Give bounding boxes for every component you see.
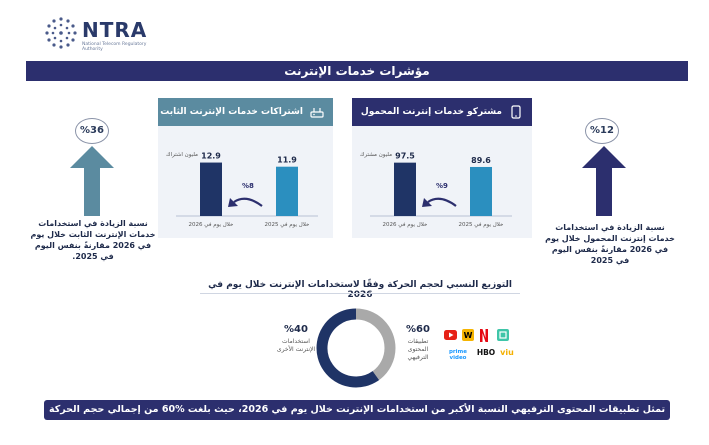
fixed-internet-panel-header: اشتراكات خدمات الإنترنت الثابت <box>158 98 333 126</box>
ntra-logo: NTRA National Telecom Regulatory Authori… <box>44 16 154 56</box>
footer-text: تمثل تطبيقات المحتوى الترفيهي النسبة الأ… <box>48 404 666 415</box>
youtube-icon <box>444 330 457 340</box>
mobile-increase-text: نسبة الزيادة في استخدامات خدمات إنترنت ا… <box>545 223 675 265</box>
mobile-bar-0 <box>394 162 416 216</box>
hbo-logo: HBO <box>476 348 496 357</box>
fixed-bar-value-1: 11.9 <box>277 156 297 165</box>
mobile-bar-value-1: 89.6 <box>471 156 491 165</box>
prime-video-logo: prime video <box>449 349 467 361</box>
logo-dots-icon <box>45 17 77 49</box>
viu-logo: viu <box>500 348 514 357</box>
shahid-icon <box>497 329 509 341</box>
svg-text:W: W <box>464 331 473 340</box>
mobile-internet-bar-chart: مليون مشترك 97.5 خلال يوم في 2026 89.6 خلال … <box>360 152 512 228</box>
mobile-change-label: %9 <box>436 182 448 190</box>
fixed-change-arrow-icon <box>233 197 263 207</box>
mobile-change-arrowhead-icon <box>422 198 432 207</box>
fixed-unit-label: مليون اشتراك <box>166 152 198 158</box>
distribution-divider <box>200 293 520 294</box>
fixed-bar-1 <box>276 166 298 216</box>
mobile-unit-label: مليون مشترك <box>360 152 392 158</box>
logo-subtitle: National Telecom Regulatory Authority <box>82 42 147 52</box>
title-band <box>26 61 688 81</box>
mobile-change-arrow-icon <box>427 197 457 207</box>
up-arrow-right-icon <box>582 146 626 216</box>
traffic-distribution-donut <box>316 308 396 388</box>
mobile-bar-value-0: 97.5 <box>395 152 415 161</box>
donut-label-60-text: تطبيقات المحتوى الترفيهي <box>407 338 429 361</box>
mobile-phone-icon <box>511 105 521 119</box>
donut-label-60-value: %60 <box>406 324 430 335</box>
watchit-icon: W <box>462 329 474 341</box>
router-icon <box>310 108 324 118</box>
fixed-category-0: خلال يوم في 2026 <box>189 222 234 228</box>
logo-title: NTRA <box>82 18 148 42</box>
mobile-bar-1 <box>470 166 492 216</box>
fixed-increase-text: نسبة الزيادة في استخدامات خدمات الإنترنت… <box>30 219 156 261</box>
fixed-increase-badge: %36 <box>75 118 109 144</box>
footer-band <box>44 400 670 420</box>
fixed-category-1: خلال يوم في 2025 <box>265 222 310 228</box>
fixed-change-label: %8 <box>242 182 254 190</box>
fixed-internet-panel-title: اشتراكات خدمات الإنترنت الثابت <box>160 107 303 117</box>
fixed-internet-bar-chart: مليون اشتراك 12.9 خلال يوم في 2026 11.9 خلال… <box>166 152 318 228</box>
mobile-category-1: خلال يوم في 2025 <box>459 222 504 228</box>
donut-label-40-value: %40 <box>284 324 308 335</box>
mobile-internet-panel-title: مشتركو خدمات إنترنت المحمول <box>360 107 502 117</box>
donut-label-40-text: استخدامات الإنترنت الأخرى <box>276 338 316 353</box>
fixed-change-arrowhead-icon <box>228 198 238 207</box>
mobile-category-0: خلال يوم في 2026 <box>383 222 428 228</box>
page-title: مؤشرات خدمات الإنترنت <box>284 64 430 78</box>
fixed-bar-0 <box>200 162 222 216</box>
mobile-internet-panel-header: مشتركو خدمات إنترنت المحمول <box>352 98 532 126</box>
fixed-bar-value-0: 12.9 <box>201 152 221 161</box>
netflix-icon <box>480 329 488 342</box>
up-arrow-left-icon <box>70 146 114 216</box>
donut-slice-1 <box>316 308 396 388</box>
mobile-increase-badge: %12 <box>585 118 619 144</box>
distribution-title: التوزيع النسبي لحجم الحركة وفقًا لاستخدا… <box>208 280 512 300</box>
